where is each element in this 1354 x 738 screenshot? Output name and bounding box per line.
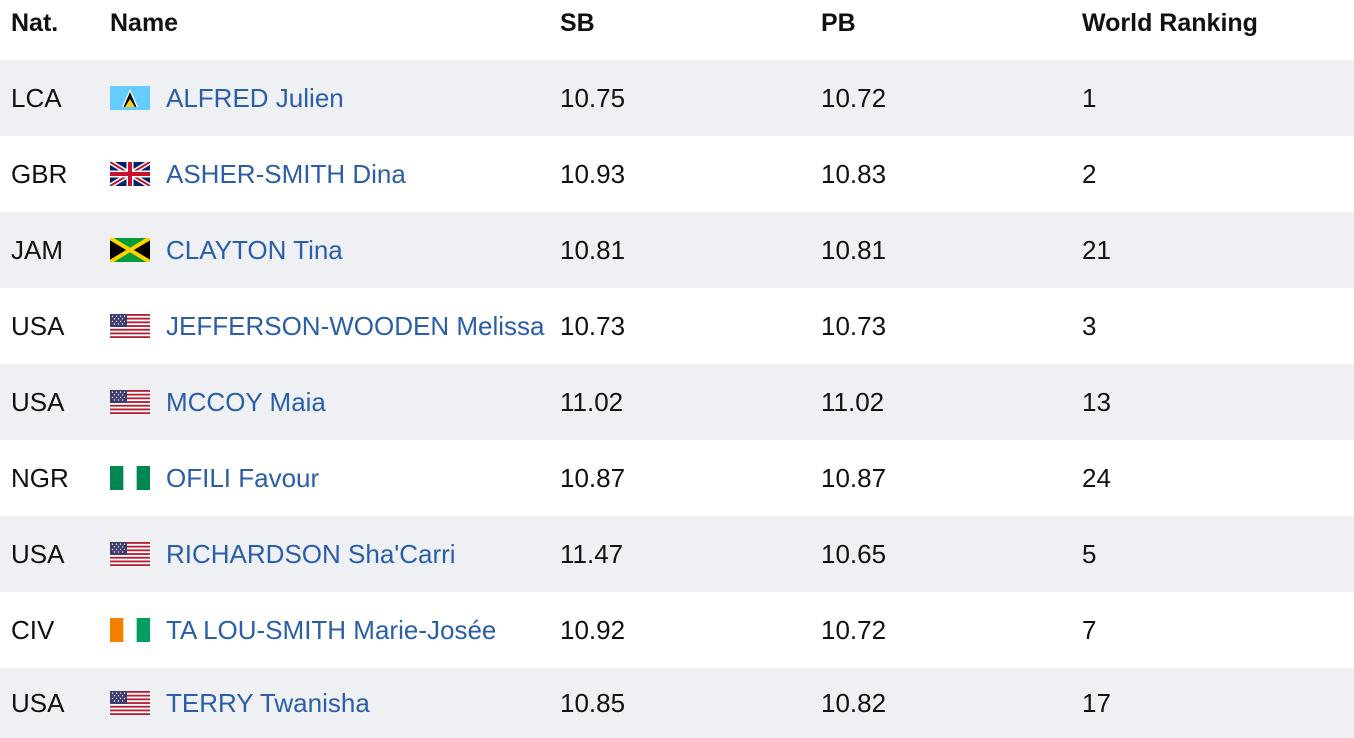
athlete-name-link[interactable]: MCCOY Maia bbox=[166, 386, 326, 417]
table-row: USA TERRY Twanisha 10.85 10.82 17 bbox=[0, 668, 1354, 738]
usa-flag-icon bbox=[110, 390, 150, 414]
world-ranking: 13 bbox=[1082, 386, 1111, 417]
table-row: USA MCCOY Maia 11.02 11.02 13 bbox=[0, 364, 1354, 440]
nationality-code: JAM bbox=[11, 234, 63, 265]
personal-best: 10.73 bbox=[821, 310, 887, 341]
athlete-cell: ASHER-SMITH Dina bbox=[110, 136, 406, 212]
athlete-cell: CLAYTON Tina bbox=[110, 212, 343, 288]
world-ranking: 21 bbox=[1082, 234, 1111, 265]
table-row: NGR OFILI Favour 10.87 10.87 24 bbox=[0, 440, 1354, 516]
world-ranking: 1 bbox=[1082, 82, 1097, 113]
season-best: 11.02 bbox=[560, 386, 624, 417]
personal-best: 10.72 bbox=[821, 614, 887, 645]
header-nationality: Nat. bbox=[11, 8, 59, 37]
season-best: 10.81 bbox=[560, 234, 626, 265]
saint-lucia-flag-icon bbox=[110, 86, 150, 110]
table-row: USA JEFFERSON-WOODEN Melissa 10.73 10.73… bbox=[0, 288, 1354, 364]
athlete-cell: RICHARDSON Sha'Carri bbox=[110, 516, 456, 592]
season-best: 10.85 bbox=[560, 687, 626, 718]
ivory-coast-flag-icon bbox=[110, 618, 150, 642]
athlete-name-link[interactable]: TERRY Twanisha bbox=[166, 687, 370, 718]
header-season-best: SB bbox=[560, 8, 595, 37]
season-best: 10.92 bbox=[560, 614, 626, 645]
personal-best: 10.87 bbox=[821, 462, 887, 493]
world-ranking: 2 bbox=[1082, 158, 1097, 189]
season-best: 10.93 bbox=[560, 158, 626, 189]
athlete-name-link[interactable]: OFILI Favour bbox=[166, 462, 320, 493]
jamaica-flag-icon bbox=[110, 238, 150, 262]
athlete-cell: OFILI Favour bbox=[110, 440, 319, 516]
header-personal-best: PB bbox=[821, 8, 856, 37]
season-best: 10.73 bbox=[560, 310, 626, 341]
athlete-name-link[interactable]: JEFFERSON-WOODEN Melissa bbox=[166, 310, 545, 341]
athlete-cell: ALFRED Julien bbox=[110, 60, 344, 136]
table-row: LCA ALFRED Julien 10.75 10.72 1 bbox=[0, 60, 1354, 136]
athlete-name-link[interactable]: RICHARDSON Sha'Carri bbox=[166, 538, 456, 569]
nationality-code: GBR bbox=[11, 158, 68, 189]
usa-flag-icon bbox=[110, 542, 150, 566]
personal-best: 11.02 bbox=[821, 386, 885, 417]
nigeria-flag-icon bbox=[110, 466, 150, 490]
header-world-ranking: World Ranking bbox=[1082, 8, 1258, 37]
personal-best: 10.82 bbox=[821, 687, 887, 718]
personal-best: 10.65 bbox=[821, 538, 887, 569]
nationality-code: CIV bbox=[11, 614, 55, 645]
usa-flag-icon bbox=[110, 314, 150, 338]
world-ranking: 7 bbox=[1082, 614, 1097, 645]
season-best: 10.87 bbox=[560, 462, 626, 493]
table-header: Nat. Name SB PB World Ranking bbox=[0, 0, 1354, 60]
athlete-name-link[interactable]: CLAYTON Tina bbox=[166, 234, 343, 265]
united-kingdom-flag-icon bbox=[110, 162, 150, 186]
world-ranking: 5 bbox=[1082, 538, 1097, 569]
nationality-code: USA bbox=[11, 538, 65, 569]
header-name: Name bbox=[110, 8, 179, 37]
table-row: CIV TA LOU-SMITH Marie-Josée 10.92 10.72… bbox=[0, 592, 1354, 668]
season-best: 11.47 bbox=[560, 538, 624, 569]
nationality-code: USA bbox=[11, 386, 65, 417]
personal-best: 10.83 bbox=[821, 158, 887, 189]
season-best: 10.75 bbox=[560, 82, 626, 113]
world-ranking: 3 bbox=[1082, 310, 1097, 341]
table-row: GBR ASHER-SMITH Dina 10.93 10.83 2 bbox=[0, 136, 1354, 212]
nationality-code: USA bbox=[11, 310, 65, 341]
world-ranking: 17 bbox=[1082, 687, 1111, 718]
world-ranking: 24 bbox=[1082, 462, 1111, 493]
nationality-code: USA bbox=[11, 687, 65, 718]
athlete-cell: TA LOU-SMITH Marie-Josée bbox=[110, 592, 496, 668]
table-row: JAM CLAYTON Tina 10.81 10.81 21 bbox=[0, 212, 1354, 288]
athlete-name-link[interactable]: TA LOU-SMITH Marie-Josée bbox=[166, 614, 497, 645]
nationality-code: LCA bbox=[11, 82, 62, 113]
athlete-cell: TERRY Twanisha bbox=[110, 668, 370, 738]
usa-flag-icon bbox=[110, 691, 150, 715]
athlete-cell: MCCOY Maia bbox=[110, 364, 326, 440]
table-row: USA RICHARDSON Sha'Carri 11.47 10.65 5 bbox=[0, 516, 1354, 592]
athlete-cell: JEFFERSON-WOODEN Melissa bbox=[110, 288, 544, 364]
personal-best: 10.72 bbox=[821, 82, 887, 113]
athlete-name-link[interactable]: ASHER-SMITH Dina bbox=[166, 158, 406, 189]
nationality-code: NGR bbox=[11, 462, 69, 493]
athlete-name-link[interactable]: ALFRED Julien bbox=[166, 82, 344, 113]
personal-best: 10.81 bbox=[821, 234, 887, 265]
